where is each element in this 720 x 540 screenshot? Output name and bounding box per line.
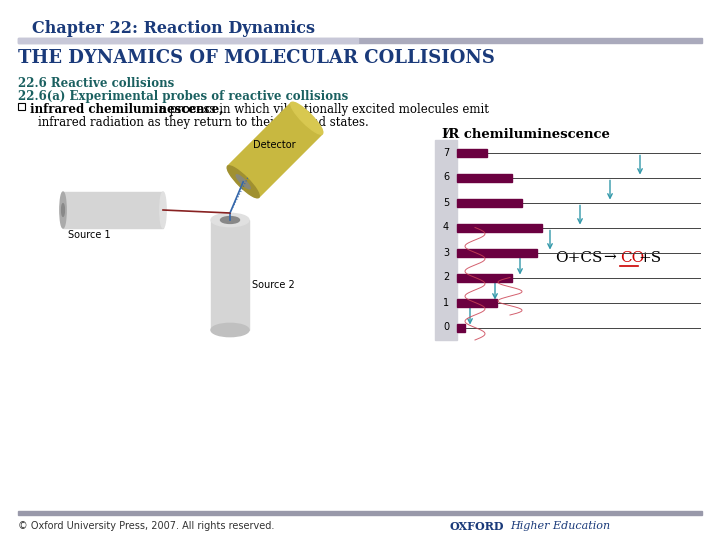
Ellipse shape (227, 166, 259, 198)
Text: 0: 0 (443, 322, 449, 333)
Bar (457, 148, 487, 157)
Text: Higher Education: Higher Education (510, 521, 610, 531)
Ellipse shape (62, 204, 64, 217)
Text: Source 2: Source 2 (252, 280, 294, 290)
Text: Detector: Detector (253, 140, 296, 150)
Text: Source 1: Source 1 (68, 230, 111, 240)
Text: 22.6(a) Experimental probes of reactive collisions: 22.6(a) Experimental probes of reactive … (18, 90, 348, 103)
Text: OXFORD: OXFORD (450, 521, 505, 532)
Text: 3: 3 (443, 247, 449, 258)
Bar (435, 140, 457, 340)
Bar (457, 199, 522, 206)
Ellipse shape (236, 175, 251, 189)
Text: a process in which vibrationally excited molecules emit: a process in which vibrationally excited… (155, 103, 489, 116)
Text: 5: 5 (443, 198, 449, 207)
Text: Chapter 22: Reaction Dynamics: Chapter 22: Reaction Dynamics (32, 20, 315, 37)
Text: THE DYNAMICS OF MOLECULAR COLLISIONS: THE DYNAMICS OF MOLECULAR COLLISIONS (18, 49, 495, 67)
Text: CO: CO (620, 251, 644, 265)
Text: © Oxford University Press, 2007. All rights reserved.: © Oxford University Press, 2007. All rig… (18, 521, 274, 531)
Bar (457, 299, 497, 307)
Text: +S: +S (638, 251, 661, 265)
Ellipse shape (291, 102, 323, 134)
Ellipse shape (211, 213, 249, 227)
Ellipse shape (211, 323, 249, 336)
Text: 1: 1 (443, 298, 449, 307)
Text: infrared chemiluminescence,: infrared chemiluminescence, (30, 103, 223, 116)
Text: v: v (443, 127, 449, 137)
Ellipse shape (220, 217, 240, 224)
Text: infrared radiation as they return to their ground states.: infrared radiation as they return to the… (38, 116, 369, 129)
Bar (457, 323, 465, 332)
Text: →: → (603, 251, 616, 265)
Text: IR chemiluminescence: IR chemiluminescence (442, 128, 610, 141)
Bar (18, 103, 25, 110)
Bar (457, 173, 512, 181)
Bar (18, 38, 358, 43)
Ellipse shape (60, 192, 66, 228)
Text: O+CS: O+CS (555, 251, 603, 265)
Bar (457, 224, 542, 232)
Bar (63, 192, 163, 228)
Bar (457, 273, 512, 281)
Text: 4: 4 (443, 222, 449, 233)
Bar (18, 511, 702, 515)
Polygon shape (228, 103, 323, 198)
Text: 6: 6 (443, 172, 449, 183)
Bar (457, 248, 537, 256)
Bar (18, 38, 702, 43)
Ellipse shape (160, 192, 166, 228)
Text: 2: 2 (443, 273, 449, 282)
Bar (211, 220, 249, 330)
Text: 7: 7 (443, 147, 449, 158)
Text: 22.6 Reactive collisions: 22.6 Reactive collisions (18, 77, 174, 90)
